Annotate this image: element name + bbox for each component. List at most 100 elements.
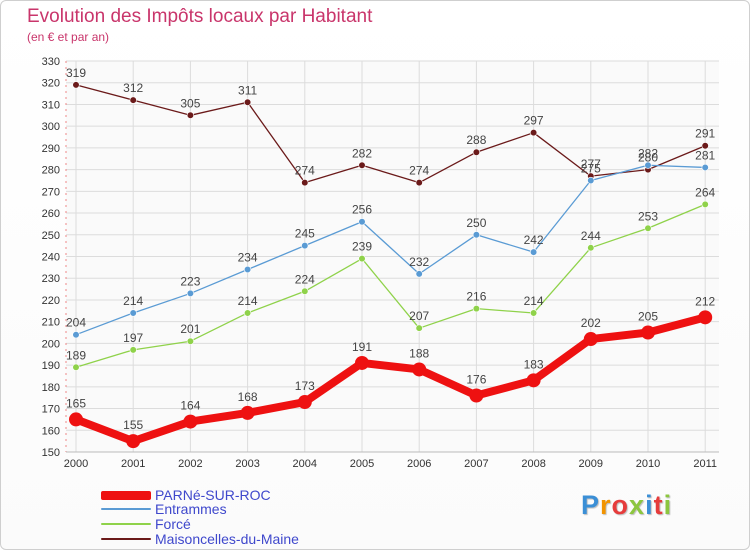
data-point <box>301 242 309 250</box>
data-point <box>472 231 481 239</box>
y-tick-label: 280 <box>42 165 60 177</box>
legend-label-entrammes: Entrammes <box>155 501 227 517</box>
legend-swatch-parne-sur-roc <box>101 490 151 500</box>
data-point <box>129 96 137 104</box>
y-tick-label: 160 <box>42 425 60 437</box>
data-label: 311 <box>238 83 257 97</box>
legend-label-parne-sur-roc: PARNé-SUR-ROC <box>155 487 271 503</box>
y-tick-label: 290 <box>42 143 60 155</box>
data-label: 202 <box>581 316 601 330</box>
series-line <box>72 313 710 446</box>
data-label: 155 <box>123 418 143 432</box>
data-point <box>186 111 194 119</box>
data-label: 183 <box>524 357 544 371</box>
data-label: 319 <box>66 66 86 80</box>
data-point <box>415 270 423 278</box>
x-tick-label: 2011 <box>693 458 717 470</box>
data-label: 282 <box>638 146 658 160</box>
y-tick-label: 320 <box>42 78 60 90</box>
data-point <box>72 363 80 371</box>
data-point <box>526 373 541 388</box>
y-tick-label: 250 <box>42 230 60 242</box>
data-point <box>587 244 595 252</box>
data-label: 256 <box>352 203 372 217</box>
data-point <box>358 161 366 169</box>
data-point <box>412 362 427 377</box>
logo-letter: r <box>600 490 612 520</box>
data-label: 205 <box>638 310 658 324</box>
data-label: 277 <box>581 157 601 171</box>
data-label: 189 <box>66 348 86 362</box>
data-label: 176 <box>466 373 486 387</box>
data-point <box>469 388 484 403</box>
series-line <box>75 164 706 336</box>
y-tick-label: 170 <box>42 404 60 416</box>
data-point <box>186 337 194 345</box>
data-label: 214 <box>524 294 544 308</box>
y-tick-label: 330 <box>42 56 60 68</box>
data-label: 291 <box>695 127 715 141</box>
data-label: 216 <box>466 290 486 304</box>
data-point <box>644 224 652 232</box>
logo-letter: o <box>611 490 630 520</box>
x-tick-label: 2006 <box>407 458 431 470</box>
y-tick-label: 230 <box>42 273 60 285</box>
legend-swatch-entrammes <box>101 508 151 510</box>
x-tick-label: 2010 <box>636 458 660 470</box>
data-point <box>355 355 369 370</box>
data-point <box>72 331 80 339</box>
data-label: 282 <box>352 146 372 160</box>
data-point <box>301 287 309 295</box>
data-label: 173 <box>295 379 315 393</box>
x-tick-label: 2007 <box>464 458 488 470</box>
data-point <box>701 200 709 208</box>
data-point <box>644 161 652 169</box>
data-point <box>472 148 481 156</box>
data-label: 253 <box>638 209 658 223</box>
logo-letter: P <box>581 490 601 520</box>
proxiti-logo: Proxiti <box>581 490 672 521</box>
data-label: 288 <box>466 133 486 147</box>
data-label: 214 <box>123 294 143 308</box>
data-point <box>529 248 538 256</box>
data-label: 201 <box>180 322 200 336</box>
y-tick-label: 180 <box>42 382 60 394</box>
series-line <box>75 203 706 368</box>
data-label: 244 <box>581 229 601 243</box>
data-point <box>72 81 80 89</box>
data-point <box>301 179 309 187</box>
data-label: 168 <box>238 390 258 404</box>
x-tick-label: 2005 <box>350 458 374 470</box>
x-tick-label: 2001 <box>121 458 145 470</box>
data-label: 191 <box>352 340 372 354</box>
data-point <box>244 265 252 274</box>
data-label: 280 <box>638 151 658 165</box>
data-point <box>244 98 252 106</box>
y-tick-label: 260 <box>42 208 60 220</box>
y-tick-label: 270 <box>42 186 60 198</box>
data-point <box>240 405 255 420</box>
data-label: 281 <box>695 148 715 162</box>
legend-item-entrammes: Entrammes <box>101 501 227 517</box>
data-point <box>183 414 198 429</box>
data-label: 297 <box>524 114 544 128</box>
data-label: 204 <box>66 316 86 330</box>
x-tick-label: 2008 <box>521 458 545 470</box>
x-tick-label: 2004 <box>293 458 317 470</box>
data-point <box>415 324 423 332</box>
data-point <box>358 255 366 263</box>
x-tick-label: 2002 <box>178 458 202 470</box>
chart-title: Evolution des Impôts locaux par Habitant <box>27 6 373 27</box>
data-label: 165 <box>66 396 86 410</box>
data-label: 305 <box>180 96 200 110</box>
x-tick-label: 2003 <box>235 458 259 470</box>
data-label: 188 <box>409 346 429 360</box>
data-label: 223 <box>180 274 200 288</box>
y-tick-label: 190 <box>42 360 60 372</box>
y-tick-label: 300 <box>42 121 60 133</box>
series-line <box>75 84 706 184</box>
data-point <box>69 412 83 427</box>
data-label: 275 <box>581 161 601 175</box>
data-point <box>358 218 366 226</box>
data-label: 212 <box>695 294 715 308</box>
